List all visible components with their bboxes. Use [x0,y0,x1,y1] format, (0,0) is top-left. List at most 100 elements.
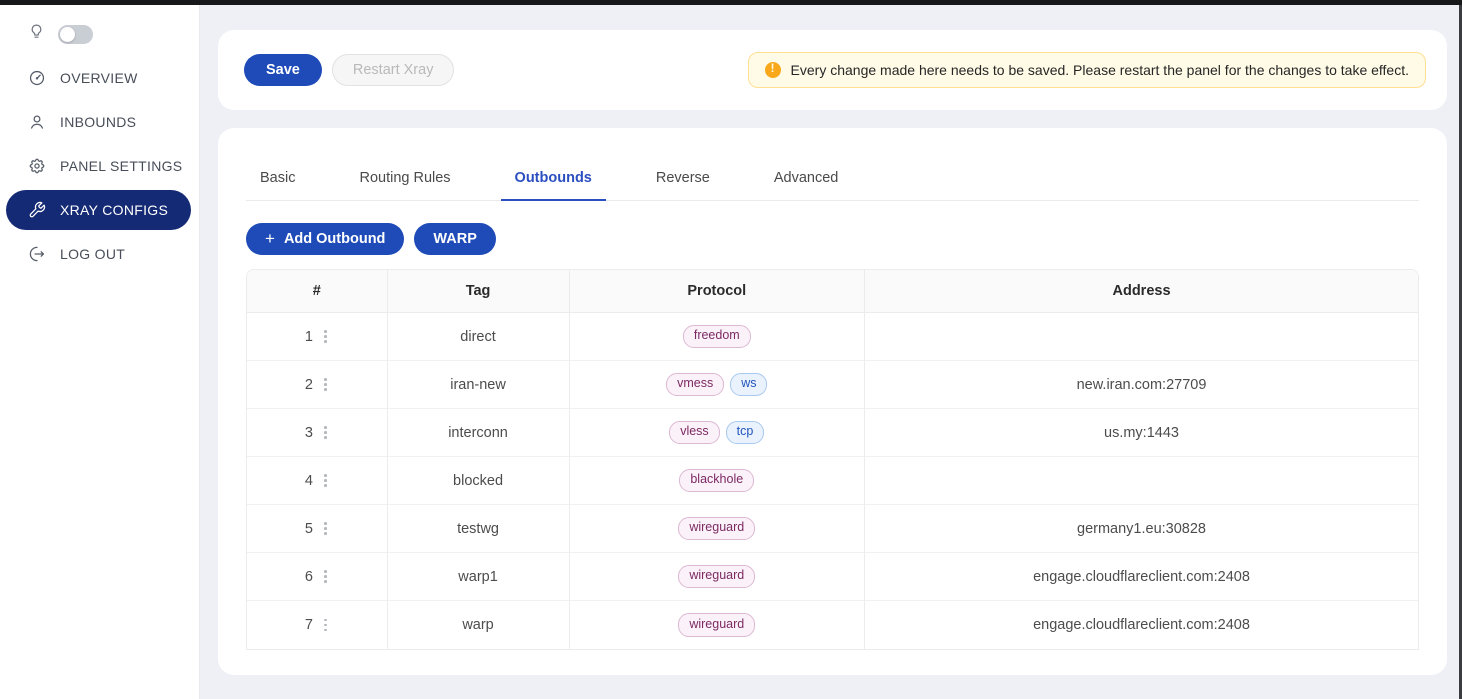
address-cell: engage.cloudflareclient.com:2408 [865,553,1418,601]
sidebar-item-label: INBOUNDS [60,114,137,130]
table-row: 1 direct freedom [247,313,1418,361]
table-row: 5 testwg wireguard germany1.eu:30828 [247,505,1418,553]
kebab-dot [324,628,327,632]
row-number: 4 [304,472,313,489]
address-cell [865,457,1418,505]
kebab-dot [324,340,327,343]
tab-basic[interactable]: Basic [260,170,296,186]
restart-xray-button[interactable]: Restart Xray [331,54,455,86]
unsaved-changes-alert: ! Every change made here needs to be sav… [747,52,1426,88]
tag-cell: blocked [387,457,570,505]
save-button[interactable]: Save [244,54,322,86]
row-number-wrap: 2 [305,375,329,395]
kebab-dot [324,527,327,530]
add-outbound-label: Add Outbound [283,231,386,247]
kebab-dot [324,378,327,381]
bulb-icon [28,23,45,45]
row-number-cell: 5 [247,505,388,553]
toggle-knob [60,26,75,42]
logout-icon [28,245,46,263]
row-number-cell: 7 [247,601,388,649]
kebab-dot [324,479,327,482]
protocol-cell: wireguard [569,505,865,553]
protocol-badge-wireguard: wireguard [678,516,756,541]
table-row: 7 warp wireguard engage.cloudflareclient.co… [247,601,1418,649]
row-menu-icon[interactable] [322,519,329,539]
tab-routing-rules[interactable]: Routing Rules [359,170,451,186]
row-number-cell: 3 [247,409,388,457]
tab-reverse[interactable]: Reverse [655,170,710,186]
address-cell: new.iran.com:27709 [865,361,1418,409]
address-cell: germany1.eu:30828 [865,505,1418,553]
row-number-wrap: 1 [305,327,329,347]
protocol-cell: freedom [569,313,865,361]
tab-outbounds[interactable]: Outbounds [500,170,607,201]
tag-cell: warp1 [387,553,570,601]
kebab-dot [324,383,327,386]
sidebar-item-inbounds[interactable]: INBOUNDS [6,102,191,142]
tab-bar: Basic Routing Rules Outbounds Reverse Ad… [246,170,1419,201]
row-number: 1 [304,328,313,345]
kebab-dot [324,426,327,429]
row-menu-icon[interactable] [322,327,329,347]
protocol-badge-ws: ws [730,372,768,397]
row-number-wrap: 6 [305,567,329,587]
tag-cell: interconn [387,409,570,457]
row-number: 6 [304,568,313,585]
protocol-badge-wireguard: wireguard [678,564,756,589]
row-number-cell: 1 [247,313,388,361]
column-header-tag: Tag [387,270,570,313]
sidebar-item-panel-settings[interactable]: PANEL SETTINGS [6,146,191,186]
tab-advanced[interactable]: Advanced [773,170,839,186]
window-top-edge [0,0,1462,5]
warning-icon: ! [764,62,781,78]
user-icon [28,113,46,131]
toolbar-card: Save Restart Xray ! Every change made he… [218,30,1447,110]
tag-cell: iran-new [387,361,570,409]
column-header-address: Address [865,270,1418,313]
row-menu-icon[interactable] [322,615,329,635]
tag-cell: warp [388,601,570,649]
main-content: Save Restart Xray ! Every change made he… [200,0,1462,699]
sidebar: OVERVIEW INBOUNDS PANEL SETTINGS XRAY CO… [0,0,200,699]
sidebar-item-label: LOG OUT [60,246,126,262]
toolbar-buttons: Save Restart Xray [244,54,455,86]
kebab-dot [324,436,327,439]
sidebar-item-overview[interactable]: OVERVIEW [6,58,191,98]
outbound-actions: + Add Outbound WARP [246,223,1419,255]
outbounds-table: # Tag Protocol Address 1 direct freedom 2 ir… [246,269,1419,650]
warp-button[interactable]: WARP [414,223,496,255]
address-cell [865,313,1418,361]
sidebar-item-label: XRAY CONFIGS [60,202,169,218]
tag-cell: direct [387,313,570,361]
protocol-cell: wireguard [569,553,865,601]
row-number-wrap: 7 [305,615,329,635]
row-number: 7 [304,617,313,633]
protocol-cell: blackhole [569,457,865,505]
kebab-dot [324,484,327,487]
row-menu-icon[interactable] [322,567,329,587]
kebab-dot [324,431,327,434]
address-cell: engage.cloudflareclient.com:2408 [1033,617,1250,633]
column-header-number: # [247,270,388,313]
sidebar-item-log-out[interactable]: LOG OUT [6,234,191,274]
kebab-dot [324,618,327,622]
tag-cell: testwg [387,505,570,553]
row-menu-icon[interactable] [322,375,329,395]
protocol-badge-wireguard: wireguard [678,613,756,637]
sidebar-item-label: PANEL SETTINGS [60,158,183,174]
protocol-cell: vmess ws [569,361,865,409]
sidebar-item-xray-configs[interactable]: XRAY CONFIGS [6,190,191,230]
xray-configs-card: Basic Routing Rules Outbounds Reverse Ad… [218,128,1447,675]
kebab-dot [324,474,327,477]
row-menu-icon[interactable] [322,423,329,443]
protocol-badge-blackhole: blackhole [679,468,755,493]
alert-text: Every change made here needs to be saved… [790,62,1409,78]
theme-toggle-switch[interactable] [58,24,93,44]
table-row: 4 blocked blackhole [247,457,1418,505]
add-outbound-button[interactable]: + Add Outbound [246,223,405,255]
row-number: 5 [304,520,313,537]
kebab-dot [324,570,327,573]
row-menu-icon[interactable] [322,471,329,491]
